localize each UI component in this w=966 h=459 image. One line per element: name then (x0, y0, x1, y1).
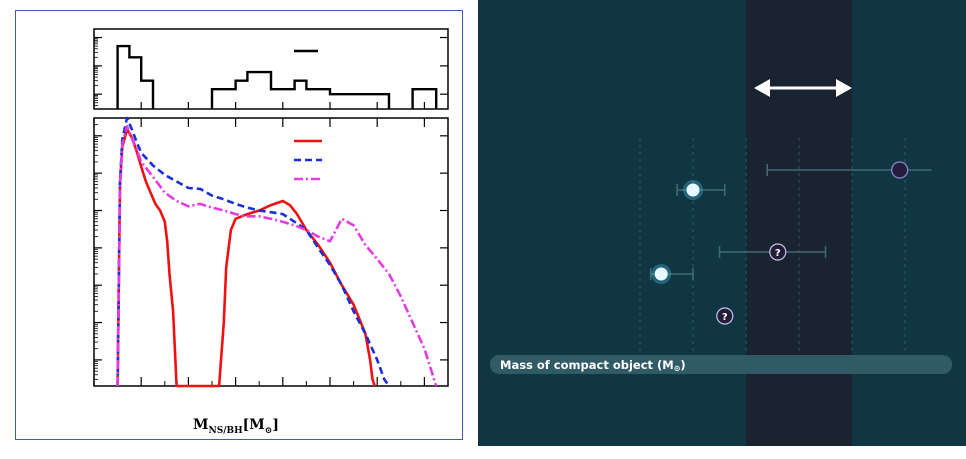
bottom-panel-frame (93, 117, 449, 387)
rapid-series-line (116, 127, 377, 388)
x-label-main: M (193, 417, 209, 433)
top-panel-frame (93, 28, 449, 110)
observations-step-line-0 (116, 44, 155, 109)
simulation-figure-panel: MNS/BH[M⊙] (15, 10, 463, 440)
mass-distribution-chart: MNS/BH[M⊙] (93, 28, 449, 436)
double-arrow-right-head (836, 79, 852, 97)
neutron-star-marker (654, 267, 668, 281)
double-arrow-left-head (754, 79, 770, 97)
neutron-star-marker (686, 183, 700, 197)
x-label-sub: NS/BH (209, 426, 244, 436)
x-label-sun: ⊙ (265, 426, 273, 436)
x-label-end: ] (272, 417, 279, 433)
question-mark-icon: ? (722, 312, 728, 323)
mass-axis-label-end: ) (680, 358, 685, 372)
mass-axis-label-sun: ⊙ (674, 364, 681, 373)
delayed-series-line (116, 116, 391, 387)
question-mark-icon: ? (775, 248, 781, 259)
mass-gap-chart: ?? Mass of compact object (M⊙) (490, 0, 952, 446)
x-axis-label: MNS/BH[M⊙] (193, 417, 279, 436)
mass-axis-label-main: Mass of compact object (M (500, 358, 674, 372)
mass-axis-label: Mass of compact object (M⊙) (500, 358, 686, 373)
x-label-unit: [M (243, 417, 265, 433)
startrack-series-line (116, 125, 438, 387)
black-hole-marker (891, 161, 909, 179)
mass-axis-bar (490, 355, 952, 374)
unknown-object-marker (769, 243, 787, 261)
unknown-object-marker (716, 307, 734, 325)
mass-gap-infographic-panel: ?? Mass of compact object (M⊙) (478, 0, 966, 446)
observations-step-line-1 (210, 70, 391, 109)
observations-step-line-2 (411, 88, 438, 109)
